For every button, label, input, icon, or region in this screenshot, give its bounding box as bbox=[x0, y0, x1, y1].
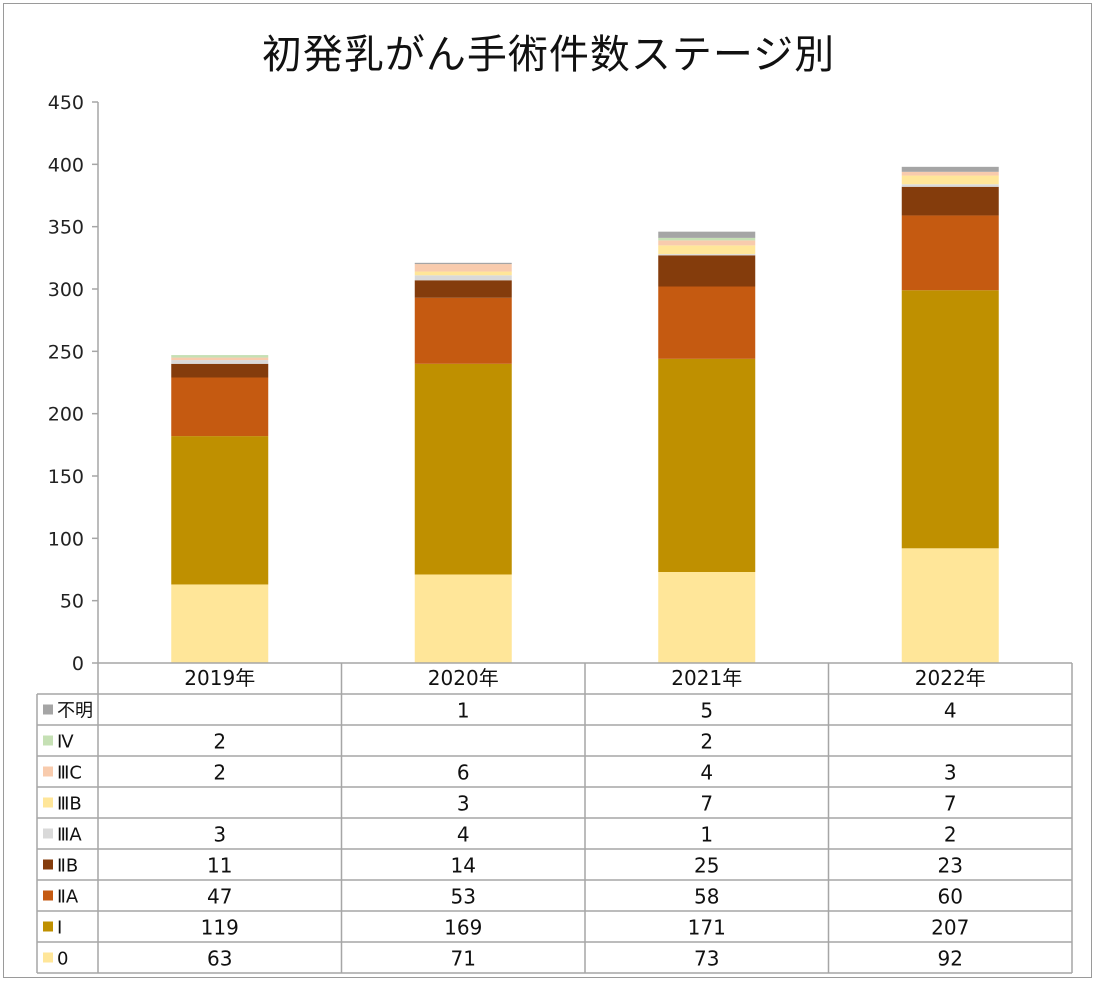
y-tick-label-300: 300 bbox=[48, 279, 84, 301]
data-label-2-1: 53 bbox=[451, 885, 476, 909]
bar-segment-1-2 bbox=[414, 297, 512, 364]
bar-segment-0-3 bbox=[171, 363, 269, 378]
data-label-0-3: 92 bbox=[938, 947, 963, 971]
x-category-label-2: 2021年 bbox=[671, 666, 742, 690]
bar-segment-2-8 bbox=[658, 231, 756, 238]
legend-label-0: 0 bbox=[57, 949, 68, 970]
legend-label-6: ⅢC bbox=[57, 763, 82, 784]
data-label-5-3: 7 bbox=[944, 792, 957, 816]
data-label-3-3: 23 bbox=[938, 854, 963, 878]
data-label-6-1: 6 bbox=[457, 761, 470, 785]
data-label-5-1: 3 bbox=[457, 792, 470, 816]
bar-segment-0-2 bbox=[171, 377, 269, 437]
bar-segment-0-6 bbox=[171, 357, 269, 361]
bar-segment-1-4 bbox=[414, 275, 512, 281]
legend-label-5: ⅢB bbox=[57, 794, 82, 815]
data-label-5-2: 7 bbox=[700, 792, 713, 816]
legend-label-2: ⅡA bbox=[57, 887, 79, 908]
bar-segment-1-3 bbox=[414, 280, 512, 298]
data-label-3-1: 14 bbox=[451, 854, 476, 878]
bar-segment-3-6 bbox=[901, 171, 999, 176]
bar-segment-0-7 bbox=[171, 355, 269, 358]
bar-segment-2-2 bbox=[658, 286, 756, 359]
bar-segment-1-8 bbox=[414, 262, 512, 265]
y-tick-label-350: 350 bbox=[48, 217, 84, 239]
bar-segment-3-0 bbox=[901, 548, 999, 663]
bar-segment-2-6 bbox=[658, 240, 756, 246]
bar-segment-3-8 bbox=[901, 166, 999, 172]
data-label-0-2: 73 bbox=[694, 947, 719, 971]
bar-segment-0-4 bbox=[171, 360, 269, 364]
y-tick-label-50: 50 bbox=[60, 591, 84, 613]
bar-segment-3-5 bbox=[901, 175, 999, 185]
data-label-8-1: 1 bbox=[457, 699, 470, 723]
data-label-8-3: 4 bbox=[944, 699, 957, 723]
bar-segment-0-0 bbox=[171, 584, 269, 663]
legend-key-4 bbox=[43, 828, 53, 839]
data-label-2-0: 47 bbox=[207, 885, 232, 909]
legend-key-8 bbox=[43, 704, 53, 715]
bar-segment-1-1 bbox=[414, 363, 512, 575]
legend-key-7 bbox=[43, 735, 53, 746]
bar-segment-1-5 bbox=[414, 271, 512, 276]
data-label-7-2: 2 bbox=[700, 730, 713, 754]
bar-segment-1-0 bbox=[414, 574, 512, 663]
data-label-6-0: 2 bbox=[213, 761, 226, 785]
y-tick-label-200: 200 bbox=[48, 404, 84, 426]
x-category-label-0: 2019年 bbox=[184, 666, 255, 690]
y-tick-label-250: 250 bbox=[48, 341, 84, 363]
data-label-4-2: 1 bbox=[700, 823, 713, 847]
legend-key-6 bbox=[43, 766, 53, 777]
data-label-8-2: 5 bbox=[700, 699, 713, 723]
bar-segment-2-0 bbox=[658, 571, 756, 663]
bar-segment-2-1 bbox=[658, 358, 756, 572]
data-label-1-2: 171 bbox=[688, 916, 726, 940]
data-label-2-2: 58 bbox=[694, 885, 719, 909]
data-label-0-0: 63 bbox=[207, 947, 232, 971]
bar-segment-3-2 bbox=[901, 215, 999, 291]
bar-segment-3-4 bbox=[901, 184, 999, 187]
data-label-6-3: 3 bbox=[944, 761, 957, 785]
x-category-label-1: 2020年 bbox=[428, 666, 499, 690]
legend-label-4: ⅢA bbox=[57, 825, 82, 846]
data-label-4-3: 2 bbox=[944, 823, 957, 847]
y-tick-label-150: 150 bbox=[48, 466, 84, 488]
data-label-1-1: 169 bbox=[444, 916, 482, 940]
legend-key-0 bbox=[43, 952, 53, 963]
data-label-1-3: 207 bbox=[931, 916, 969, 940]
x-category-label-3: 2022年 bbox=[915, 666, 986, 690]
legend-key-5 bbox=[43, 797, 53, 808]
data-label-0-1: 71 bbox=[451, 947, 476, 971]
data-label-7-0: 2 bbox=[213, 730, 226, 754]
legend-key-1 bbox=[43, 921, 53, 932]
y-tick-label-100: 100 bbox=[48, 528, 84, 550]
legend-label-7: Ⅳ bbox=[57, 732, 74, 753]
data-label-2-3: 60 bbox=[938, 885, 963, 909]
bar-segment-2-5 bbox=[658, 245, 756, 255]
chart-title: 初発乳がん手術件数ステージ別 bbox=[261, 32, 836, 78]
bar-segment-0-1 bbox=[171, 436, 269, 585]
legend-key-2 bbox=[43, 890, 53, 901]
legend-key-3 bbox=[43, 859, 53, 870]
legend-label-3: ⅡB bbox=[57, 856, 78, 877]
data-label-4-0: 3 bbox=[213, 823, 226, 847]
y-tick-label-450: 450 bbox=[48, 92, 84, 114]
data-label-4-1: 4 bbox=[457, 823, 470, 847]
data-label-6-2: 4 bbox=[700, 761, 713, 785]
bar-segment-2-7 bbox=[658, 237, 756, 241]
y-tick-label-0: 0 bbox=[72, 653, 84, 675]
data-label-1-0: 119 bbox=[201, 916, 239, 940]
y-tick-label-400: 400 bbox=[48, 154, 84, 176]
bar-segment-2-4 bbox=[658, 254, 756, 256]
bar-segment-1-6 bbox=[414, 264, 512, 272]
data-label-3-2: 25 bbox=[694, 854, 719, 878]
data-label-3-0: 11 bbox=[207, 854, 232, 878]
bar-segment-3-1 bbox=[901, 290, 999, 549]
legend-label-1: Ⅰ bbox=[57, 918, 62, 939]
bar-segment-2-3 bbox=[658, 255, 756, 287]
legend-label-8: 不明 bbox=[57, 701, 93, 722]
bar-segment-3-3 bbox=[901, 186, 999, 216]
